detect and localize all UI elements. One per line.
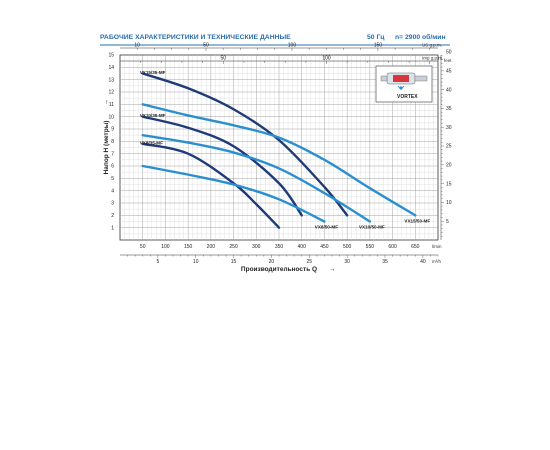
inset-label: VORTEX [397, 94, 418, 100]
m3h-tick-label: 20 [269, 259, 275, 265]
y-tick-label: 13 [108, 77, 114, 83]
y-axis-title: Напор H (метры) [103, 121, 110, 175]
right-axis: 5 10 15 20 25 30 35 40 45 50 feet [440, 50, 452, 240]
m3h-tick-label: 25 [307, 259, 313, 265]
m3h-tick-label: 35 [382, 259, 388, 265]
m3h-unit: m³/h [432, 259, 441, 264]
vortex-inset: VORTEX [375, 65, 433, 103]
top-axes: 10 50 100 150 US g.p.m. 50 100 Imp g.p.m. [120, 43, 443, 64]
series-line-vx10-35-mf [141, 115, 303, 217]
feet-tick-label: 25 [446, 144, 452, 150]
x-tick-label: 600 [388, 244, 397, 250]
us-gpm-axis-tick-label: 100 [288, 43, 297, 49]
feet-tick-label: 35 [446, 106, 452, 112]
bottom-axes: 5 10 15 20 25 30 35 40 m³/h [120, 254, 441, 265]
y-tick-label: 14 [108, 65, 114, 71]
x-axis-arrow-icon: → [329, 266, 336, 273]
x-tick-label: 150 [184, 244, 193, 250]
series-layer: VX15/35-MF VX10/35-MF VX8/35-MF VX15/50-MF V… [140, 70, 431, 230]
series-label-vx15-50-mf: VX15/50-MF [404, 218, 430, 223]
x-tick-label: 300 [252, 244, 261, 250]
x-tick-label: 500 [343, 244, 352, 250]
series-label-vx10-50-mf: VX10/50-MF [359, 225, 385, 230]
y-tick-label: 1 [111, 225, 114, 231]
m3h-tick-label: 30 [344, 259, 350, 265]
m3h-tick-label: 5 [156, 259, 159, 265]
frequency-label: 50 Гц [367, 34, 385, 41]
y-axis-arrow-icon: → [103, 99, 110, 106]
us-gpm-axis-tick-label: 150 [374, 43, 383, 49]
m3h-tick-label: 10 [193, 259, 199, 265]
series-line-vx8-50-mf [141, 164, 326, 223]
x-tick-label: 100 [161, 244, 170, 250]
feet-tick-label: 45 [446, 69, 452, 75]
feet-tick-label: 15 [446, 181, 452, 187]
series-line-vx15-50-mf [141, 103, 417, 217]
y-tick-label: 5 [111, 176, 114, 182]
y-tick-label: 2 [111, 213, 114, 219]
y-tick-label: 12 [108, 90, 114, 96]
y-tick-label: 11 [109, 102, 114, 108]
x-tick-label: 450 [320, 244, 329, 250]
y-tick-label: 8 [111, 139, 114, 145]
y-tick-label: 4 [111, 188, 114, 194]
x-tick-label: 550 [366, 244, 375, 250]
m3h-tick-label: 15 [231, 259, 237, 265]
series-line-vx10-50-mf [141, 133, 372, 223]
us-gpm-axis-tick-label: 50 [203, 43, 209, 49]
y-tick-label: 10 [108, 114, 114, 120]
series-label-vx8-35-mf: VX8/35-MF [140, 140, 163, 145]
x-unit-label: l/min [432, 244, 442, 249]
series-label-vx8-50-mf: VX8/50-MF [315, 225, 338, 230]
x-tick-label: 50 [140, 244, 146, 250]
x-tick-label: 200 [207, 244, 216, 250]
x-tick-label: 250 [229, 244, 238, 250]
imp-gpm-axis-tick-label: 50 [220, 56, 226, 62]
chart-title: РАБОЧИЕ ХАРАКТЕРИСТИКИ И ТЕХНИЧЕСКИЕ ДАН… [100, 34, 291, 41]
x-tick-label: 350 [275, 244, 284, 250]
us-gpm-axis-tick-label: 10 [134, 43, 140, 49]
feet-tick-label: 50 [446, 50, 452, 56]
x-axis-title: Производительность Q [241, 266, 317, 273]
series-label-vx10-35-mf: VX10/35-MF [140, 113, 166, 118]
feet-tick-label: 10 [446, 200, 452, 206]
series-label-vx15-35-mf: VX15/35-MF [140, 70, 166, 75]
y-tick-label: 3 [111, 201, 114, 207]
series-line-vx15-35-mf [141, 72, 349, 217]
y-tick-label: 15 [108, 53, 114, 59]
vortex-impeller-icon [380, 72, 428, 90]
feet-tick-label: 30 [446, 125, 452, 131]
y-tick-label: 6 [111, 164, 114, 170]
feet-tick-label: 40 [446, 87, 452, 93]
imp-gpm-axis-tick-label: 100 [322, 56, 331, 62]
y-tick-label: 9 [111, 127, 114, 133]
speed-label: n= 2900 об/мин [395, 33, 446, 41]
feet-tick-label: 5 [446, 219, 449, 225]
imp-gpm-axis-unit: Imp g.p.m. [422, 56, 443, 61]
feet-unit: feet [444, 58, 452, 63]
us-gpm-axis-unit: US g.p.m. [422, 43, 442, 48]
y-tick-label: 7 [111, 151, 114, 157]
feet-tick-label: 20 [446, 163, 452, 169]
x-tick-label: 650 [411, 244, 420, 250]
x-tick-label: 400 [298, 244, 307, 250]
m3h-tick-label: 40 [420, 259, 426, 265]
